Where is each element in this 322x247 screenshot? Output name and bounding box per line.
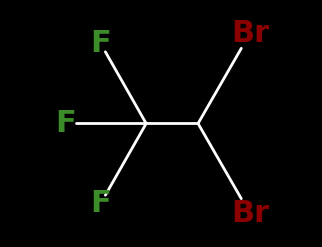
Text: Br: Br [231,19,269,48]
Text: F: F [90,29,111,58]
Text: F: F [55,109,76,138]
Text: F: F [90,189,111,218]
Text: Br: Br [231,199,269,228]
